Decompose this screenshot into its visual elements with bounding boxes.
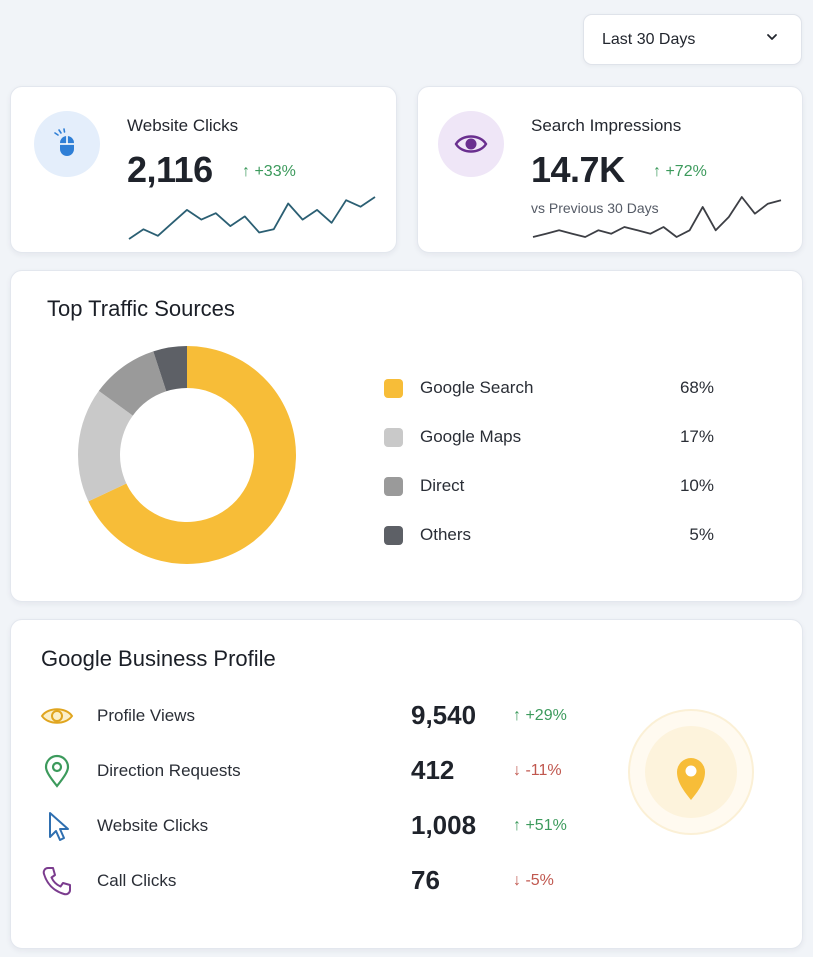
metric-delta: ↓ -5% xyxy=(513,872,554,889)
eye-icon xyxy=(438,111,504,177)
kpi-delta: ↑ +33% xyxy=(242,163,296,180)
metric-row-call-clicks: Call Clicks 76 ↓ -5% xyxy=(39,861,599,901)
legend-label: Direct xyxy=(420,476,465,495)
metric-value: 1,008 xyxy=(411,810,477,840)
legend-item: Google Maps 17% xyxy=(384,426,714,448)
legend-percent: 10% xyxy=(679,476,714,495)
mouse-icon xyxy=(34,111,100,177)
kpi-value: 2,116 xyxy=(127,149,213,190)
business-profile-card: Google Business Profile Profile Views 9,… xyxy=(10,619,803,949)
legend-label: Others xyxy=(420,525,472,544)
traffic-sources-title: Top Traffic Sources xyxy=(47,296,235,321)
metric-row-profile-views: Profile Views 9,540 ↑ +29% xyxy=(39,696,599,736)
legend-swatch xyxy=(384,427,403,447)
metric-label: Direction Requests xyxy=(97,761,241,780)
kpi-comparison-label: vs Previous 30 Days xyxy=(531,200,659,216)
legend-label: Google Maps xyxy=(420,427,522,446)
sparkline-path xyxy=(532,196,782,238)
donut-slice-google-search xyxy=(88,346,296,564)
metric-value: 9,540 xyxy=(411,700,477,730)
chevron-down-icon xyxy=(765,30,779,49)
sparkline-website-clicks xyxy=(128,196,376,240)
kpi-title: Website Clicks xyxy=(127,116,239,135)
legend-item: Google Search 68% xyxy=(384,377,714,399)
metric-label: Website Clicks xyxy=(97,816,209,835)
kpi-value: 14.7K xyxy=(531,149,625,190)
traffic-donut-chart xyxy=(78,346,296,564)
metric-row-website-clicks: Website Clicks 1,008 ↑ +51% xyxy=(39,806,599,846)
phone-icon xyxy=(39,863,75,899)
kpi-card-website-clicks: Website Clicks 2,116 ↑ +33% xyxy=(10,86,397,253)
metric-value: 412 xyxy=(411,755,455,785)
kpi-card-search-impressions: Search Impressions 14.7K ↑ +72% vs Previ… xyxy=(417,86,803,253)
donut-slice-google-maps xyxy=(78,390,133,502)
kpi-delta: ↑ +72% xyxy=(653,163,707,180)
legend-percent: 17% xyxy=(679,427,714,446)
legend-item: Direct 10% xyxy=(384,475,714,497)
sparkline-search-impressions xyxy=(532,196,782,238)
metric-label: Profile Views xyxy=(97,706,195,725)
legend-percent: 68% xyxy=(679,378,714,397)
metric-value: 76 xyxy=(411,865,440,895)
legend-swatch xyxy=(384,525,403,545)
location-pin-icon xyxy=(627,708,755,836)
date-range-label: Last 30 Days xyxy=(602,30,696,48)
legend-swatch xyxy=(384,378,403,398)
donut-slice-others xyxy=(153,346,187,392)
business-profile-title: Google Business Profile xyxy=(41,646,276,671)
donut-slice-direct xyxy=(98,351,167,416)
metric-delta: ↑ +29% xyxy=(513,707,567,724)
legend-percent: 5% xyxy=(689,525,714,544)
metric-label: Call Clicks xyxy=(97,871,177,890)
cursor-icon xyxy=(39,808,75,844)
metric-delta: ↓ -11% xyxy=(513,762,562,779)
legend-swatch xyxy=(384,476,403,496)
legend-item: Others 5% xyxy=(384,524,714,546)
legend-label: Google Search xyxy=(420,378,534,397)
eye-icon xyxy=(39,698,75,734)
traffic-sources-card: Top Traffic Sources Google Search 68% Goog… xyxy=(10,270,803,602)
kpi-title: Search Impressions xyxy=(531,116,682,135)
metric-delta: ↑ +51% xyxy=(513,817,567,834)
sparkline-path xyxy=(128,196,376,240)
map-pin-icon xyxy=(39,753,75,789)
metric-row-direction-requests: Direction Requests 412 ↓ -11% xyxy=(39,751,599,791)
date-range-select[interactable]: Last 30 Days xyxy=(583,14,802,65)
